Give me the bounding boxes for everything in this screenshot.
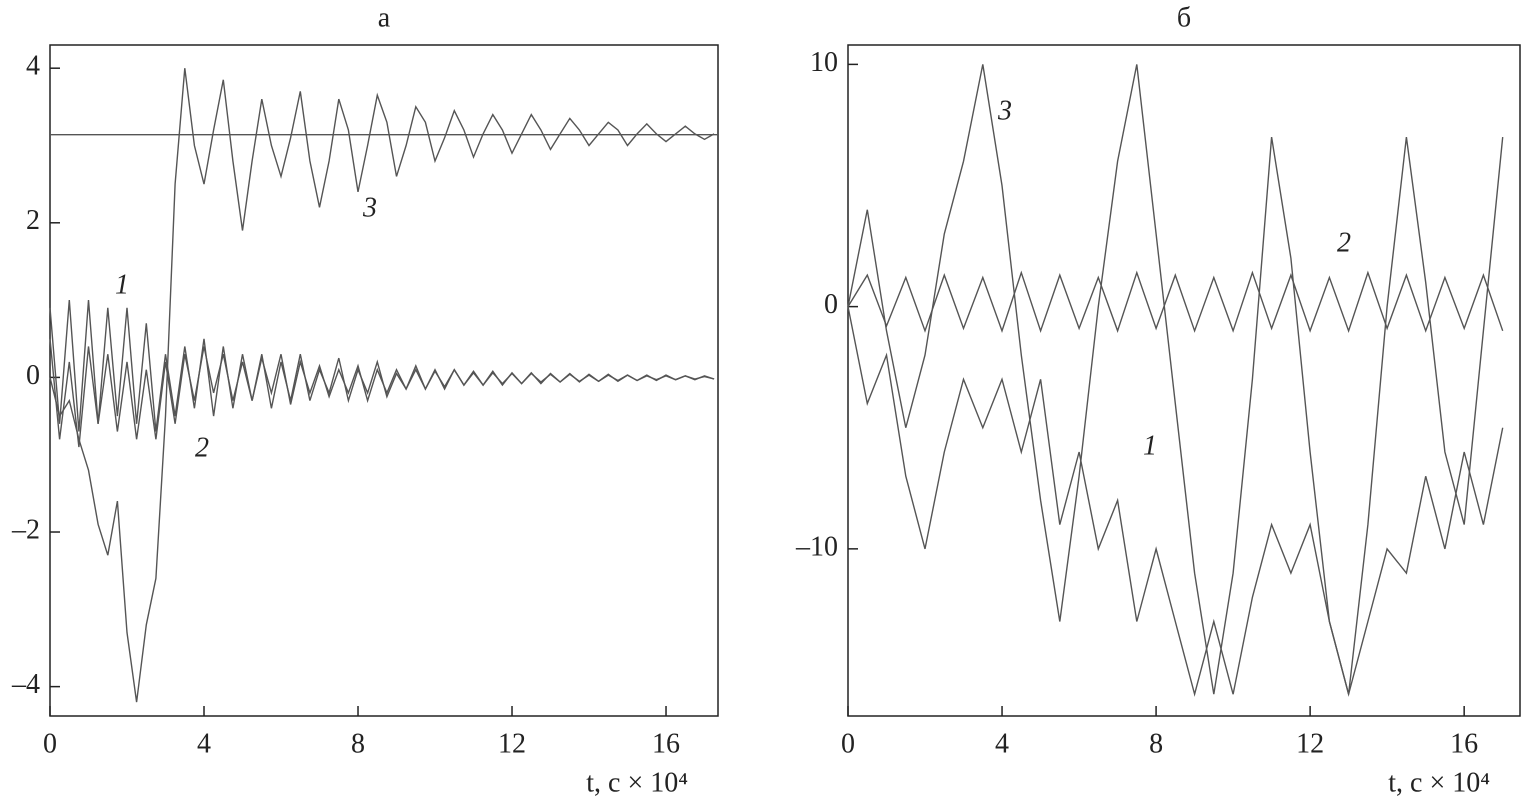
x-tick-label: 0: [43, 728, 57, 759]
chart-title: б: [1177, 2, 1191, 33]
y-tick-label: 10: [810, 47, 838, 78]
series-label: 1: [115, 269, 129, 300]
y-tick-label: 0: [824, 289, 838, 320]
y-tick-label: 0: [26, 360, 40, 391]
plot-frame: [49, 44, 719, 717]
x-tick-label: 12: [1296, 728, 1324, 759]
y-tick-label: –4: [11, 669, 40, 700]
y-tick-label: 4: [26, 51, 40, 82]
series-line: [49, 338, 715, 448]
plot-frame: [847, 44, 1521, 717]
x-tick-label: 0: [841, 728, 855, 759]
series-line: [847, 306, 1504, 697]
series-label: 1: [1143, 430, 1157, 461]
x-tick-label: 16: [652, 728, 680, 759]
series-label: 3: [362, 192, 377, 223]
y-tick-label: –2: [11, 514, 40, 545]
x-tick-label: 16: [1450, 728, 1478, 759]
series-label: 3: [997, 95, 1012, 126]
y-tick-label: 2: [26, 205, 40, 236]
series-label: 2: [1337, 227, 1351, 258]
y-tick-label: –10: [795, 531, 838, 562]
series-line: [49, 68, 715, 703]
x-tick-label: 4: [197, 728, 211, 759]
x-axis-label: t, с × 10⁴: [586, 767, 688, 798]
series-label: 2: [195, 432, 209, 463]
chart-title: а: [378, 2, 391, 33]
series-line: [847, 64, 1504, 695]
series-line: [847, 270, 1504, 333]
x-tick-label: 8: [351, 728, 365, 759]
x-tick-label: 8: [1149, 728, 1163, 759]
series-line: [49, 300, 715, 432]
x-tick-label: 4: [995, 728, 1009, 759]
x-axis-label: t, с × 10⁴: [1388, 767, 1490, 798]
x-tick-label: 12: [498, 728, 526, 759]
